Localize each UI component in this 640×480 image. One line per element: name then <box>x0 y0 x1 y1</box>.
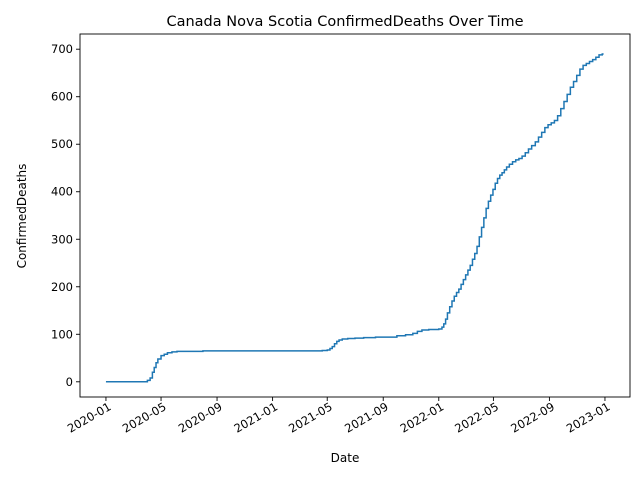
y-tick-label: 700 <box>51 42 73 56</box>
x-tick-label: 2020-05 <box>120 399 169 435</box>
y-axis-label: ConfirmedDeaths <box>15 164 29 269</box>
x-tick-label: 2023-01 <box>564 399 613 435</box>
x-axis-label: Date <box>331 451 360 465</box>
y-axis: 0 100 200 300 400 500 600 700 <box>51 42 80 389</box>
y-tick-label: 600 <box>51 90 73 104</box>
x-tick-label: 2021-01 <box>231 399 280 435</box>
y-tick-label: 200 <box>51 280 73 294</box>
y-tick-label: 0 <box>66 375 73 389</box>
axes-frame <box>79 33 631 398</box>
series-line <box>105 53 604 383</box>
y-tick-label: 400 <box>51 185 73 199</box>
y-tick-label: 100 <box>51 327 73 341</box>
x-tick-label: 2020-09 <box>176 399 225 435</box>
y-tick-label: 500 <box>51 137 73 151</box>
x-tick-label: 2021-05 <box>286 399 335 435</box>
x-tick-label: 2022-05 <box>452 399 501 435</box>
x-axis: 2020-01 2020-05 2020-09 2021-01 2021-05 2021-… <box>65 397 613 436</box>
chart-title: Canada Nova Scotia ConfirmedDeaths Over … <box>166 14 523 30</box>
x-tick-label: 2022-01 <box>398 399 447 435</box>
x-tick-label: 2020-01 <box>65 399 114 435</box>
y-tick-label: 300 <box>51 232 73 246</box>
x-tick-label: 2021-09 <box>342 399 391 435</box>
plot-area <box>105 53 604 383</box>
x-tick-label: 2022-09 <box>508 399 557 435</box>
